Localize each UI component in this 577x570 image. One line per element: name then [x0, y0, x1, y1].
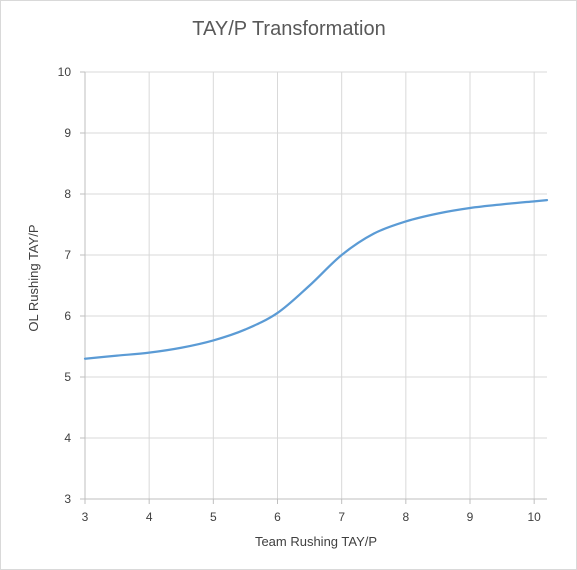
x-tick-label: 6	[274, 510, 281, 524]
y-tick-label: 6	[64, 309, 71, 323]
x-tick-label: 7	[338, 510, 345, 524]
x-tick-label: 9	[467, 510, 474, 524]
y-tick-label: 4	[64, 431, 71, 445]
y-tick-label: 5	[64, 370, 71, 384]
chart-title: TAY/P Transformation	[192, 18, 385, 40]
x-axis-title: Team Rushing TAY/P	[255, 534, 377, 549]
y-tick-label: 9	[64, 126, 71, 140]
y-tick-label: 3	[64, 492, 71, 506]
x-tick-label: 4	[146, 510, 153, 524]
x-tick-label: 10	[527, 510, 541, 524]
axes	[80, 71, 547, 504]
y-tick-label: 8	[64, 187, 71, 201]
y-axis-title: OL Rushing TAY/P	[26, 224, 41, 331]
y-tick-label: 7	[64, 248, 71, 262]
gridlines	[85, 71, 547, 499]
x-tick-label: 8	[402, 510, 409, 524]
series-layer	[83, 198, 549, 360]
series-line	[83, 198, 549, 360]
x-tick-label: 5	[210, 510, 217, 524]
x-tick-label: 3	[82, 510, 89, 524]
tick-labels: 3 4 5 6 7 8 9 10 3 4 5 6 7 8 9 10	[58, 65, 542, 524]
y-tick-label: 10	[58, 65, 72, 79]
